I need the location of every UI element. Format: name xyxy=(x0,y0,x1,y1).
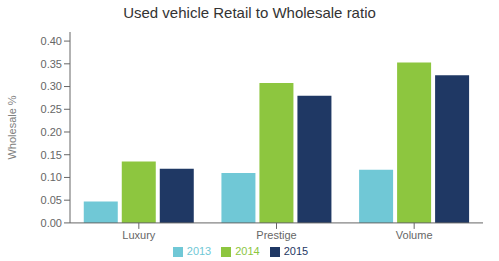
svg-text:Wholesale %: Wholesale % xyxy=(8,95,18,159)
svg-text:0.30: 0.30 xyxy=(41,80,62,92)
html-text:2015: 2015 xyxy=(283,244,309,257)
svg-text:0.35: 0.35 xyxy=(41,58,62,70)
svg-text:0.15: 0.15 xyxy=(41,149,62,161)
html-text:2014: 2014 xyxy=(235,244,260,257)
svg-text:Luxury: Luxury xyxy=(122,229,156,241)
svg-text:Volume: Volume xyxy=(396,229,433,241)
svg-text:0.00: 0.00 xyxy=(41,217,62,229)
svg-text:0.10: 0.10 xyxy=(41,171,62,183)
svg-text:0.05: 0.05 xyxy=(41,194,62,206)
html-text:Used vehicle Retail to Wholesa: Used vehicle Retail to Wholesale ratio xyxy=(123,4,376,21)
svg-text:0.25: 0.25 xyxy=(41,103,62,115)
svg-text:0.40: 0.40 xyxy=(41,35,62,47)
html-text:2013: 2013 xyxy=(186,244,212,257)
svg-text:Prestige: Prestige xyxy=(256,229,296,241)
svg-text:0.20: 0.20 xyxy=(41,126,62,138)
